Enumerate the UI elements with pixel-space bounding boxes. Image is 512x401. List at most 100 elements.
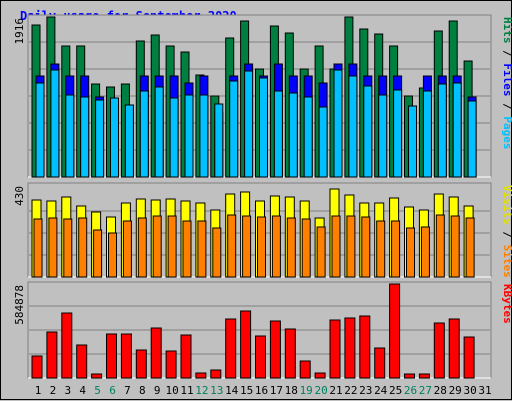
bar-sites-5 [93,229,103,278]
bar-kbytes-8 [135,349,147,379]
y-max-label: 430 [13,186,26,206]
x-tick-label: 1 [35,384,42,397]
bar-kbytes-23 [359,315,371,379]
panel-visits-sites: 430 Visits / Sites [13,182,512,278]
bar-kbytes-30 [463,336,475,379]
bar-sites-26 [406,227,415,278]
legend-label: / [501,97,512,117]
bar-sites-11 [182,220,192,278]
legend-label: Sites [501,245,512,278]
bar-sites-29 [450,215,460,278]
legend-label: Files [501,63,512,96]
bar-kbytes-1 [31,355,43,379]
x-tick-label: 24 [374,384,388,397]
bar-pages-11 [184,94,194,178]
bar-sites-2 [48,217,58,278]
bar-sites-22 [346,215,356,278]
x-tick-label: 12 [195,384,208,397]
x-tick-label: 10 [165,384,178,397]
bar-kbytes-11 [180,334,192,379]
series-sites [33,214,475,278]
bar-pages-16 [259,77,268,178]
legend-label: KBytes [501,284,512,324]
right-legend: KBytes [501,284,512,324]
bar-pages-24 [378,94,388,178]
bar-kbytes-22 [344,317,356,379]
bar-sites-14 [227,214,237,278]
x-tick-label: 22 [344,384,357,397]
bar-kbytes-17 [269,320,281,379]
x-tick-label: 3 [64,384,71,397]
legend-label: / [501,44,512,64]
bar-pages-8 [139,90,149,178]
bar-kbytes-3 [61,312,73,379]
x-tick-label: 31 [478,384,491,397]
legend-label: Hits [501,17,512,44]
bar-sites-27 [420,226,430,278]
bar-pages-4 [80,96,90,178]
x-axis-labels: 1 2 3 4 5 6 7 8 9 10 11 12 13 14 15 16 17 18 19 20 21 22 23 24 2… [35,384,492,397]
bar-kbytes-21 [329,319,341,379]
bar-sites-12 [197,220,207,278]
bar-sites-4 [78,217,88,278]
bar-kbytes-16 [255,335,266,379]
x-tick-label: 29 [449,384,462,397]
panel-kbytes: 584878 KBytes [13,281,512,379]
bar-sites-9 [152,215,162,278]
bar-sites-20 [316,226,326,278]
bar-pages-30 [467,100,477,178]
bar-sites-25 [391,220,401,278]
x-tick-label: 17 [270,384,283,397]
bar-sites-7 [122,220,132,278]
series-kbytes [31,283,475,379]
bar-sites-17 [271,215,281,278]
legend-label: Visits [501,185,512,225]
x-tick-label: 25 [389,384,402,397]
bar-sites-16 [257,216,266,278]
bar-sites-8 [137,217,147,278]
bar-pages-2 [50,69,60,178]
bar-pages-14 [229,80,239,178]
bar-kbytes-7 [120,333,132,379]
bar-kbytes-20 [314,372,326,379]
x-tick-label: 14 [225,384,239,397]
bar-kbytes-27 [418,373,430,379]
x-tick-label: 19 [300,384,313,397]
bar-sites-15 [242,215,252,278]
x-tick-label: 16 [255,384,268,397]
bar-pages-28 [437,83,447,178]
x-tick-label: 8 [139,384,146,397]
bar-pages-20 [318,106,328,178]
x-tick-label: 2 [50,384,57,397]
x-tick-label: 9 [154,384,161,397]
x-tick-label: 11 [180,384,193,397]
bar-pages-18 [288,92,298,178]
bar-pages-23 [363,85,373,178]
bar-kbytes-6 [106,333,117,379]
bar-pages-5 [95,99,105,178]
bar-kbytes-10 [165,350,177,379]
bar-pages-3 [65,94,75,178]
bar-sites-21 [331,215,341,278]
bar-kbytes-9 [150,327,162,379]
bar-sites-13 [212,227,222,278]
bar-kbytes-24 [374,347,386,379]
bar-kbytes-28 [433,322,445,379]
bar-pages-6 [110,97,119,178]
bar-sites-10 [167,215,177,278]
bar-sites-6 [108,232,117,278]
bar-pages-22 [348,75,358,178]
bar-kbytes-25 [389,283,401,379]
bar-pages-21 [333,69,343,178]
series-pages [35,69,477,178]
legend-label: Pages [501,116,512,149]
bar-kbytes-26 [404,373,415,379]
bar-kbytes-5 [91,373,103,379]
bar-pages-27 [422,90,432,178]
bar-pages-17 [273,90,283,178]
bar-kbytes-4 [76,344,88,379]
y-max-label: 1916 [13,18,26,45]
x-tick-label: 18 [285,384,298,397]
x-tick-label: 28 [434,384,447,397]
